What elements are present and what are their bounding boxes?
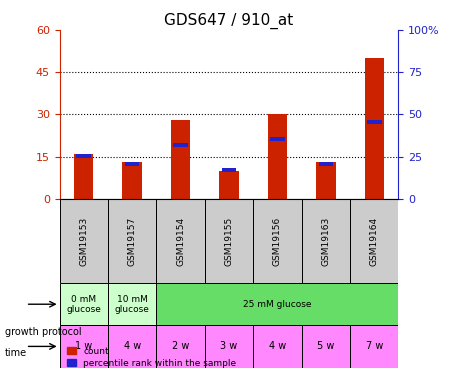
Text: GSM19154: GSM19154 <box>176 216 185 266</box>
Bar <box>253 325 302 368</box>
Bar <box>302 199 350 283</box>
Text: growth protocol: growth protocol <box>5 327 81 337</box>
Bar <box>270 137 285 141</box>
Bar <box>171 120 190 199</box>
Text: 5 w: 5 w <box>317 341 334 351</box>
Text: GSM19153: GSM19153 <box>79 216 88 266</box>
Text: GSM19164: GSM19164 <box>370 216 379 266</box>
Text: 4 w: 4 w <box>269 341 286 351</box>
Legend: count, percentile rank within the sample: count, percentile rank within the sample <box>64 344 239 370</box>
Text: 25 mM glucose: 25 mM glucose <box>243 300 311 309</box>
Bar <box>156 325 205 368</box>
Text: 3 w: 3 w <box>220 341 238 351</box>
Bar <box>205 199 253 283</box>
Bar <box>60 283 108 325</box>
Text: 4 w: 4 w <box>124 341 141 351</box>
Bar <box>60 199 108 283</box>
Text: 0 mM
glucose: 0 mM glucose <box>66 294 101 314</box>
Bar <box>108 325 156 368</box>
Bar <box>219 171 239 199</box>
Text: GSM19157: GSM19157 <box>128 216 136 266</box>
Bar <box>350 199 398 283</box>
Bar <box>60 325 108 368</box>
Text: time: time <box>5 348 27 357</box>
Bar <box>173 142 188 147</box>
Bar <box>108 283 156 325</box>
Bar <box>365 58 384 199</box>
Bar <box>319 162 333 166</box>
Text: GSM19156: GSM19156 <box>273 216 282 266</box>
Bar <box>350 325 398 368</box>
Text: 7 w: 7 w <box>365 341 383 351</box>
Bar <box>302 325 350 368</box>
Bar <box>108 199 156 283</box>
Text: GSM19155: GSM19155 <box>224 216 234 266</box>
Bar <box>122 162 142 199</box>
Text: 2 w: 2 w <box>172 341 189 351</box>
Bar <box>76 154 91 158</box>
Bar <box>367 120 382 124</box>
Text: 10 mM
glucose: 10 mM glucose <box>114 294 150 314</box>
Text: 1 w: 1 w <box>75 341 93 351</box>
Bar <box>222 168 236 172</box>
Bar <box>316 162 336 199</box>
Bar <box>156 199 205 283</box>
Bar <box>253 199 302 283</box>
Bar <box>125 162 139 166</box>
Text: GSM19163: GSM19163 <box>322 216 330 266</box>
Bar <box>156 283 398 325</box>
Bar <box>268 114 287 199</box>
Title: GDS647 / 910_at: GDS647 / 910_at <box>164 12 294 28</box>
Bar <box>74 154 93 199</box>
Bar <box>205 325 253 368</box>
